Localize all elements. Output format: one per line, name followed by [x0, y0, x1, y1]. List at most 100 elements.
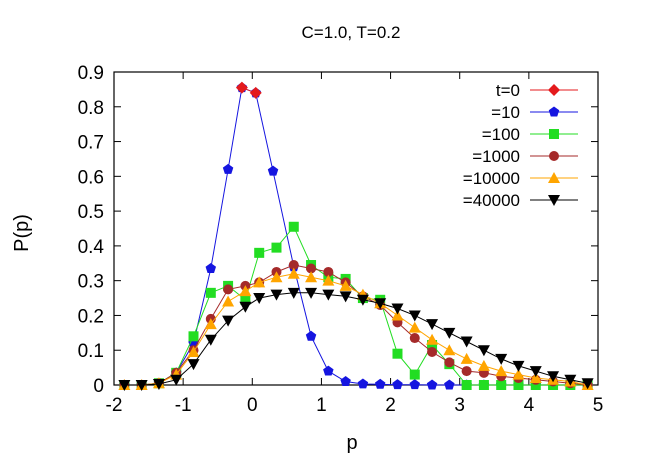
chart-title: C=1.0, T=0.2 [302, 23, 401, 42]
y-tick-label: 0 [93, 376, 104, 397]
legend: t=0 =10 =100 =1000 =10000 =40000 [463, 81, 578, 210]
data-point [249, 86, 262, 99]
y-tick-label: 0.1 [78, 341, 104, 362]
data-point [323, 365, 334, 376]
y-tick-label: 0.2 [78, 306, 104, 327]
data-point [118, 380, 131, 391]
data-point [512, 360, 525, 372]
data-point [339, 291, 352, 303]
data-point [222, 315, 235, 327]
data-point [392, 348, 403, 359]
data-point [357, 378, 369, 389]
data-point [187, 345, 200, 357]
data-point [444, 357, 455, 368]
legend-label: =10000 [463, 169, 520, 188]
data-point [222, 163, 234, 174]
data-point [443, 327, 456, 339]
y-tick-label: 0.4 [78, 237, 105, 258]
data-point [495, 353, 508, 365]
legend-marker [548, 195, 560, 206]
data-point [461, 366, 472, 377]
data-point [223, 284, 234, 295]
data-point [460, 352, 473, 364]
legend-marker [549, 129, 559, 139]
data-point [547, 371, 560, 383]
data-point [477, 345, 490, 357]
data-point [235, 81, 248, 94]
legend-marker [549, 151, 559, 161]
x-tick-label: -2 [106, 395, 123, 416]
data-point [270, 271, 283, 283]
data-point [288, 221, 299, 232]
series-line [124, 225, 588, 386]
plot-frame [113, 71, 599, 386]
data-point [460, 336, 473, 348]
legend-label: =40000 [463, 191, 520, 210]
data-point [152, 378, 165, 390]
data-point [267, 165, 279, 176]
data-point [529, 372, 542, 384]
data-point [409, 333, 420, 344]
data-point [496, 380, 507, 390]
data-point [408, 321, 421, 333]
data-point [222, 295, 235, 307]
data-point [443, 344, 456, 356]
x-tick-label: 0 [247, 395, 258, 416]
data-point [427, 340, 438, 351]
data-point [287, 267, 300, 279]
data-point [239, 301, 252, 313]
data-point [581, 378, 594, 390]
series-line [124, 292, 588, 386]
x-tick-label: -1 [175, 395, 192, 416]
x-tick-label: 2 [385, 395, 396, 416]
y-tick-label: 0.3 [78, 272, 104, 293]
y-tick-label: 0.5 [78, 202, 104, 223]
data-point [374, 298, 387, 310]
legend-label: =10 [491, 103, 520, 122]
data-point [305, 287, 318, 299]
y-tick-label: 0.7 [78, 133, 104, 154]
data-point [427, 346, 438, 357]
x-tick-label: 1 [316, 395, 327, 416]
data-point [408, 310, 421, 322]
legend-marker [548, 172, 560, 183]
data-point [339, 279, 352, 291]
legend-label: =100 [482, 125, 520, 144]
data-point [239, 285, 252, 297]
data-point [529, 366, 542, 378]
data-point [188, 331, 199, 342]
y-tick-label: 0.8 [78, 98, 104, 119]
data-point [135, 380, 148, 391]
data-point [409, 379, 420, 390]
series-line [124, 273, 588, 386]
data-point [564, 374, 577, 386]
data-point [305, 330, 317, 341]
data-point [512, 368, 525, 380]
data-point [340, 376, 351, 386]
data-point [426, 319, 439, 331]
data-point [204, 334, 217, 346]
plot-area: -2 -1 0 1 2 3 4 5 0 0.1 0.2 0.3 0.4 0.5 0.6 0.7 0.8 0.9 [78, 63, 604, 416]
data-point [495, 365, 508, 377]
data-point [288, 260, 299, 271]
series-line [124, 264, 588, 386]
data-point [513, 380, 524, 390]
data-point [391, 303, 404, 315]
data-point [204, 318, 217, 330]
data-point [322, 289, 335, 301]
data-point [170, 374, 183, 386]
data-point [409, 369, 420, 380]
data-point [461, 380, 472, 390]
data-point [477, 359, 490, 371]
x-axis-label: p [346, 432, 357, 454]
data-point [253, 293, 266, 305]
data-point [287, 287, 300, 299]
data-point [426, 333, 439, 345]
data-point [254, 247, 265, 258]
y-axis-label: P(p) [11, 214, 33, 252]
data-point [374, 378, 386, 389]
data-point [240, 294, 251, 305]
y-tick-label: 0.6 [78, 167, 104, 188]
data-point [322, 274, 335, 286]
data-point [478, 380, 489, 390]
